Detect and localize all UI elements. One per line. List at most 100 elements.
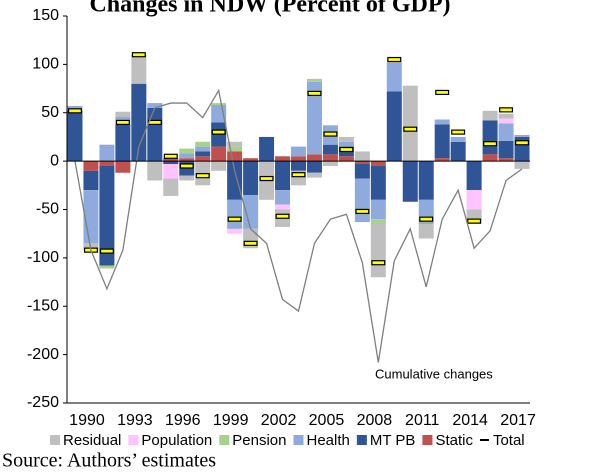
x-tick-label: 2002 [261, 412, 297, 429]
bar-segment [306, 154, 322, 162]
bar-segment [370, 199, 386, 220]
bar-segment [275, 161, 291, 191]
total-marker [403, 126, 418, 132]
total-marker [291, 172, 306, 178]
bar-segment [163, 161, 179, 165]
total-marker [451, 129, 466, 135]
y-tick-label: -150 [27, 297, 59, 314]
bar-segment [514, 135, 530, 137]
y-tick-label: -200 [27, 346, 59, 363]
legend-label: Pension [232, 432, 286, 449]
total-marker [163, 153, 178, 159]
total-marker [355, 208, 370, 215]
y-tick-label: 100 [32, 56, 59, 73]
bar-segment [147, 107, 163, 162]
bar-segment [354, 151, 370, 162]
bar-segment [179, 158, 195, 162]
bar-segment [322, 154, 338, 162]
bar-segment [418, 161, 434, 200]
bar-segment [275, 156, 291, 162]
bar-segment [227, 141, 243, 147]
legend-label: MT PB [370, 432, 416, 449]
bar-segment [163, 164, 179, 179]
bar-segment [243, 161, 259, 195]
bar-segment [195, 156, 211, 162]
bar-segment [370, 161, 386, 166]
total-marker [323, 131, 338, 137]
bar-segment [131, 54, 147, 84]
total-marker [243, 240, 258, 246]
bar-segment [147, 103, 163, 108]
bar-segment [211, 161, 227, 171]
total-marker [387, 56, 402, 63]
total-marker [131, 52, 146, 58]
total-marker [435, 89, 450, 96]
line-label: Cumulative changes [375, 366, 493, 381]
bar-segment [179, 153, 195, 159]
bar-segment [290, 146, 307, 157]
bar-segment [163, 178, 179, 196]
bar-segment [227, 151, 243, 162]
bar-segment [498, 158, 514, 162]
source: Source: Authors’ estimates [2, 450, 216, 472]
bar-segment [354, 164, 370, 179]
bar-segment [243, 158, 259, 162]
bar-segment [290, 161, 307, 171]
bar-segment [275, 204, 291, 210]
bar-segment [306, 78, 322, 82]
bar-segment [131, 83, 147, 162]
legend-key [128, 435, 139, 445]
total-marker [195, 173, 210, 179]
bar-segment [99, 165, 115, 266]
bar-segment [450, 136, 466, 142]
bar-segment [147, 161, 163, 181]
legend-key [50, 435, 60, 445]
bar-segment [227, 161, 243, 200]
total-marker [339, 146, 354, 153]
bar-segment [179, 175, 195, 181]
bar-segment [498, 123, 514, 141]
bar-segment [83, 190, 99, 244]
bar-segment [498, 113, 514, 119]
bar-segment [498, 118, 514, 124]
x-tick-label: 1990 [69, 412, 105, 429]
bar-segment [211, 103, 227, 106]
bar-segment [243, 194, 259, 229]
bar-segment [179, 148, 195, 154]
total-marker [307, 90, 322, 97]
bar-segment [338, 141, 354, 147]
legend-label: Static [435, 432, 473, 449]
bar-segment [466, 190, 482, 210]
bar-segment [482, 120, 498, 155]
bar-segment [402, 85, 418, 162]
bar-segment [290, 156, 307, 162]
bar-segment [83, 170, 99, 191]
bar-segment [354, 178, 370, 223]
bar-segment [259, 136, 275, 162]
total-marker [67, 108, 82, 114]
bar-segment [322, 161, 338, 166]
bar-segment [115, 161, 131, 173]
y-tick-label: 150 [32, 7, 59, 24]
total-marker [515, 140, 530, 146]
x-tick-label: 2017 [500, 412, 536, 429]
x-tick-label: 2011 [405, 412, 440, 429]
legend-key [356, 435, 367, 445]
total-marker [99, 248, 114, 254]
bar-segment [434, 119, 450, 125]
x-tick-label: 2014 [452, 412, 488, 429]
x-tick-label: 1993 [117, 412, 153, 429]
bar-segment [322, 144, 338, 155]
total-marker [467, 218, 482, 224]
y-tick-label: -50 [36, 201, 59, 218]
bar-segment [514, 161, 530, 169]
bar-segment [450, 141, 466, 162]
x-tick-label: 2008 [357, 412, 393, 429]
legend-label: Population [141, 432, 212, 449]
bar-segment [354, 161, 370, 165]
bar-segment [386, 62, 402, 92]
y-tick-label: -100 [27, 249, 59, 266]
bar-segment [83, 161, 99, 171]
bar-segment [115, 111, 131, 117]
